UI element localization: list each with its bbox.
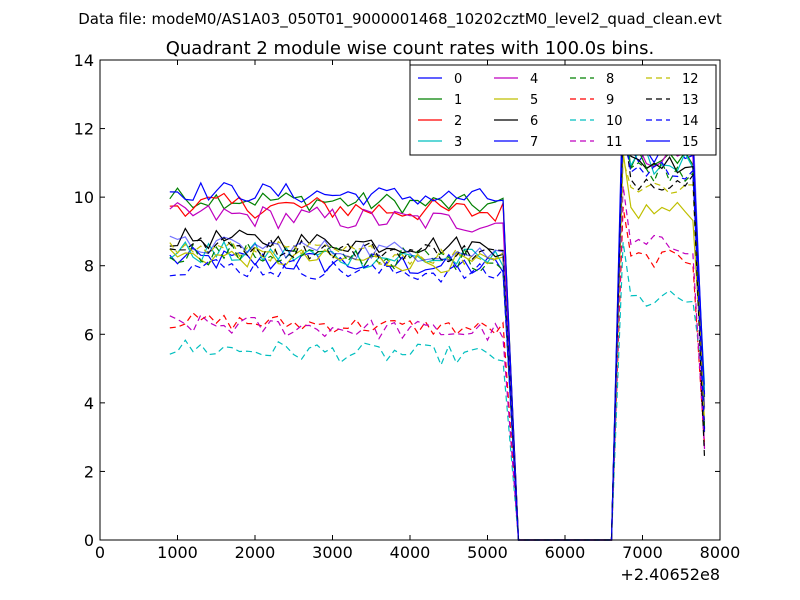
x-tick-label: 4000: [390, 543, 431, 562]
legend-label: 1: [454, 93, 462, 108]
series-line-15: [169, 105, 706, 541]
y-tick-label: 12: [74, 120, 94, 139]
y-tick-label: 4: [84, 394, 94, 413]
series-line-2: [169, 114, 706, 541]
x-tick-label: 1000: [157, 543, 198, 562]
x-tick-label: 0: [95, 543, 105, 562]
legend-label: 5: [530, 93, 538, 108]
legend-label: 3: [454, 135, 462, 150]
series-line-13: [169, 119, 706, 541]
x-tick-label: 5000: [467, 543, 508, 562]
legend-label: 13: [682, 93, 699, 108]
legend-label: 11: [606, 135, 623, 150]
legend-label: 4: [530, 72, 538, 87]
suptitle: Data file: modeM0/AS1A03_050T01_90000014…: [78, 10, 722, 29]
series-line-10: [169, 242, 706, 541]
y-tick-label: 10: [74, 188, 94, 207]
legend-label: 8: [606, 72, 614, 87]
series-line-5: [169, 152, 706, 541]
x-tick-label: 3000: [312, 543, 353, 562]
legend-label: 14: [682, 114, 699, 129]
series-line-11: [169, 185, 706, 541]
legend-label: 7: [530, 135, 538, 150]
y-tick-label: 2: [84, 462, 94, 481]
x-tick-label: 6000: [545, 543, 586, 562]
legend-label: 9: [606, 93, 614, 108]
x-tick-label: 7000: [622, 543, 663, 562]
y-tick-label: 6: [84, 325, 94, 344]
legend-label: 10: [606, 114, 623, 129]
legend-label: 12: [682, 72, 699, 87]
legend-label: 0: [454, 72, 462, 87]
x-tick-label: 2000: [235, 543, 276, 562]
axis-ticks: 0 1000 2000 3000 4000 5000 6000 7000 80000246810…: [74, 51, 741, 562]
y-tick-label: 8: [84, 257, 94, 276]
chart-title: Quadrant 2 module wise count rates with …: [166, 38, 655, 59]
x-tick-label: 8000: [700, 543, 741, 562]
legend-label: 6: [530, 114, 538, 129]
legend-label: 15: [682, 135, 699, 150]
y-tick-label: 0: [84, 531, 94, 550]
legend-label: 2: [454, 114, 462, 129]
x-offset-label: +2.40652e8: [620, 565, 720, 584]
axes-frame: [99, 59, 721, 541]
legend-box: [409, 64, 717, 156]
series-line-4: [169, 126, 706, 541]
y-tick-label: 14: [74, 51, 94, 70]
